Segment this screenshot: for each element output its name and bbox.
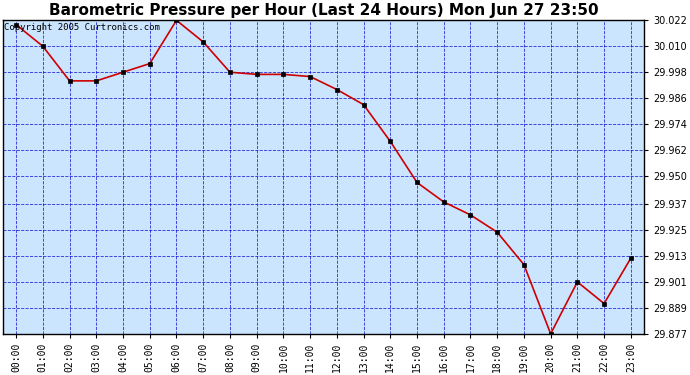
Text: Copyright 2005 Curtronics.com: Copyright 2005 Curtronics.com <box>4 24 160 33</box>
Title: Barometric Pressure per Hour (Last 24 Hours) Mon Jun 27 23:50: Barometric Pressure per Hour (Last 24 Ho… <box>49 3 598 18</box>
